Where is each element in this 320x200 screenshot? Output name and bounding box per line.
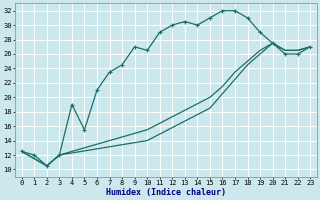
X-axis label: Humidex (Indice chaleur): Humidex (Indice chaleur) (106, 188, 226, 197)
